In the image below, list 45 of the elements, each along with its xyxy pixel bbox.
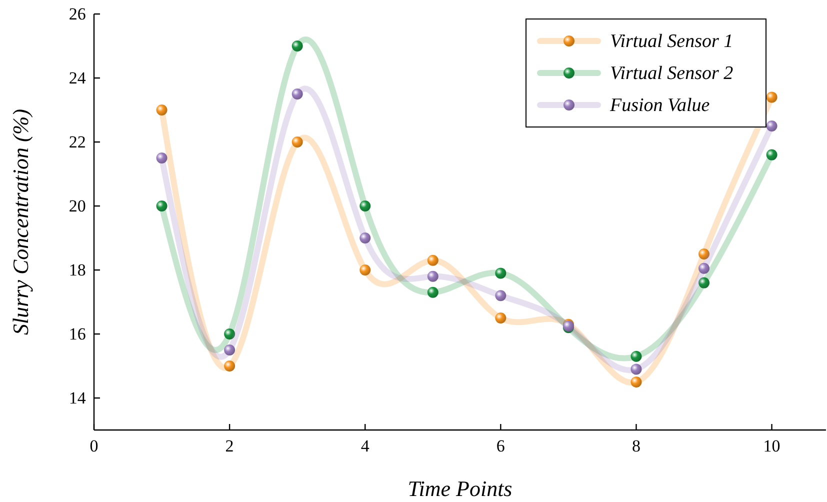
point (766, 120, 778, 132)
point (292, 40, 303, 52)
x-tick-label: 2 (225, 436, 234, 456)
y-tick-label: 20 (68, 196, 86, 216)
y-tick-label: 16 (68, 324, 86, 344)
x-tick-label: 0 (90, 436, 98, 456)
point (427, 270, 438, 282)
x-tick-label: 10 (763, 436, 780, 456)
x-tick-label: 4 (360, 436, 370, 456)
y-tick-label: 24 (68, 68, 86, 88)
point (224, 344, 236, 356)
point (698, 248, 710, 260)
legend-label: Virtual Sensor 2 (610, 63, 734, 84)
point (698, 262, 710, 274)
point (427, 286, 438, 298)
point (360, 264, 371, 276)
point (766, 149, 778, 160)
point (360, 232, 371, 244)
x-axis-title: Time Points (408, 476, 512, 501)
point (630, 364, 642, 375)
point (156, 104, 168, 116)
point (292, 88, 303, 100)
point (495, 312, 506, 324)
y-tick-label: 18 (68, 260, 86, 280)
y-tick-label: 22 (68, 132, 86, 152)
legend-label: Fusion Value (609, 95, 710, 116)
legend-label: Virtual Sensor 1 (610, 31, 734, 52)
y-axis-title: Slurry Concentration (%) (8, 108, 33, 336)
point (630, 350, 642, 362)
point (495, 268, 506, 279)
point (495, 290, 506, 302)
point (224, 360, 236, 372)
point (766, 92, 778, 103)
y-tick-label: 14 (68, 388, 86, 408)
point (427, 254, 438, 266)
point (292, 136, 303, 148)
x-tick-label: 8 (632, 436, 640, 456)
y-tick-label: 26 (68, 4, 86, 24)
point (360, 200, 371, 212)
point (156, 152, 168, 164)
point (698, 277, 710, 288)
point (630, 376, 642, 388)
point (224, 328, 236, 340)
point (156, 200, 168, 212)
x-tick-label: 6 (496, 436, 505, 456)
